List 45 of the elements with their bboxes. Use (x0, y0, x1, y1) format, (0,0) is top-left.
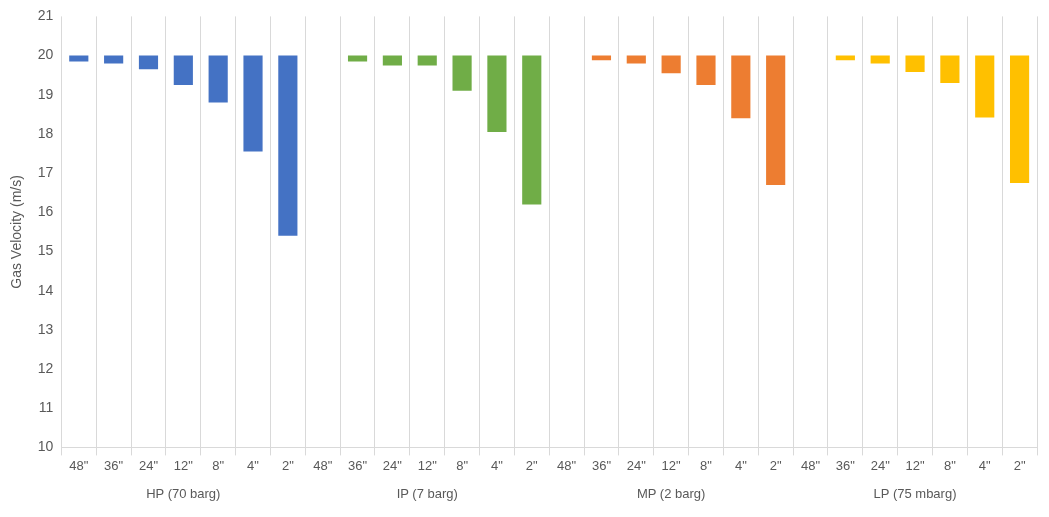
x-tick-label: 24" (138, 457, 159, 473)
x-tick-label: 8" (700, 457, 713, 473)
x-tick-label: 48" (557, 457, 577, 473)
x-tick-label: 2" (525, 457, 539, 473)
y-tick-label: 17 (37, 163, 54, 180)
x-tick-label: 48" (800, 457, 821, 473)
y-tick-label: 15 (37, 242, 54, 259)
x-tick-label: 2" (281, 457, 295, 473)
x-tick-label: 48" (69, 457, 89, 473)
x-tick-label: 4" (978, 457, 992, 473)
y-tick-label: 18 (37, 124, 54, 141)
text: MP (2 barg) (636, 485, 706, 501)
y-tick-label: 10 (37, 438, 54, 455)
text: HP (70 barg) (146, 485, 221, 501)
x-tick-label: 4" (490, 457, 504, 473)
y-tick-label: 12 (37, 359, 54, 376)
x-tick-label: 8" (943, 457, 957, 473)
x-tick-label: 12" (173, 457, 194, 473)
text: LP (75 mbarg) (873, 485, 957, 501)
x-tick-label: 8" (456, 457, 469, 473)
y-tick-label: 14 (37, 281, 54, 298)
x-tick-label: 4" (247, 457, 260, 473)
x-tick-label: 2" (769, 457, 782, 473)
y-tick-label: 16 (37, 203, 54, 220)
y-tick-label: 11 (38, 399, 54, 416)
x-tick-label: 24" (870, 457, 891, 473)
y-tick-label: 21 (37, 7, 54, 24)
x-tick-label: 4" (734, 457, 748, 473)
x-tick-label: 36" (348, 457, 368, 473)
x-tick-label: 48" (313, 457, 333, 473)
x-tick-label: 12" (417, 457, 438, 473)
y-axis-title: Gas Velocity (m/s) (8, 175, 25, 289)
x-tick-label: 36" (104, 457, 124, 473)
x-tick-label: 8" (212, 457, 225, 473)
y-tick-label: 13 (37, 320, 54, 337)
x-tick-label: 36" (591, 457, 612, 473)
x-tick-label: 12" (661, 457, 682, 473)
y-tick-label: 19 (37, 85, 54, 102)
x-tick-label: 12" (905, 457, 925, 473)
x-tick-label: 36" (835, 457, 856, 473)
x-tick-label: 24" (382, 457, 403, 473)
y-tick-label: 20 (37, 46, 54, 63)
x-tick-label: 24" (626, 457, 647, 473)
x-tick-label: 2" (1013, 457, 1026, 473)
text: IP (7 barg) (396, 485, 458, 501)
